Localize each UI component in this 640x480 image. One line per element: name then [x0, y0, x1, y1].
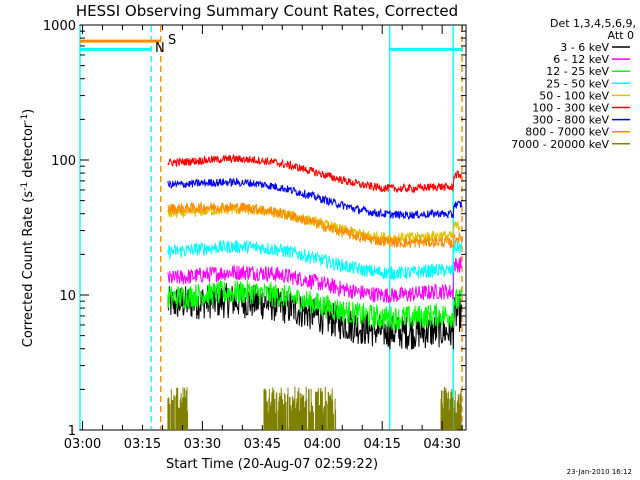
- x-tick-label: 04:00: [304, 437, 341, 452]
- legend-label: 12 - 25 keV: [546, 65, 609, 78]
- saa-annotation: S: [168, 33, 176, 48]
- series-line: [167, 203, 462, 244]
- legend-header-2: Att 0: [608, 29, 634, 42]
- series-line: [167, 201, 463, 249]
- vertical-markers: [79, 26, 463, 429]
- flag-bars: [80, 39, 463, 51]
- x-axis: 03:00 03:15 03:30 03:45 04:00 04:15 04:30: [64, 25, 463, 452]
- y-tick-label: 10: [59, 289, 76, 304]
- plot-frame: [79, 24, 467, 431]
- y-axis-label: Corrected Count Rate (s-1 detector-1): [20, 109, 36, 347]
- y-axis: 1 10 100 1000: [43, 19, 466, 439]
- x-tick-label: 03:45: [244, 437, 281, 452]
- chart-title: HESSI Observing Summary Count Rates, Cor…: [76, 2, 458, 20]
- series-line: [167, 386, 462, 430]
- y-tick-label: 100: [51, 154, 76, 169]
- legend-label: 300 - 800 keV: [532, 114, 609, 127]
- legend-label: 50 - 100 keV: [539, 89, 609, 102]
- legend-label: 6 - 12 keV: [553, 53, 609, 66]
- legend-label: 800 - 7000 keV: [525, 126, 609, 139]
- legend-label: 7000 - 20000 keV: [511, 138, 609, 151]
- timestamp: 23-Jan-2010 16:12: [567, 468, 632, 476]
- x-tick-label: 03:00: [64, 437, 101, 452]
- legend-label: 25 - 50 keV: [546, 77, 609, 90]
- legend-header-1: Det 1,3,4,5,6,9,: [550, 17, 636, 30]
- legend-label: 100 - 300 keV: [532, 102, 609, 115]
- night-annotation: N: [155, 41, 165, 56]
- series-line: [167, 177, 463, 221]
- y-tick-label: 1: [68, 424, 76, 439]
- series-line: [167, 239, 463, 282]
- x-tick-label: 04:15: [363, 437, 400, 452]
- x-tick-label: 04:30: [423, 437, 460, 452]
- x-axis-label: Start Time (20-Aug-07 02:59:22): [166, 457, 378, 472]
- series-group: [167, 153, 463, 430]
- x-tick-label: 03:30: [184, 437, 221, 452]
- series-line: [167, 153, 462, 194]
- series-line: [167, 279, 463, 331]
- series-line: [167, 256, 463, 304]
- x-tick-label: 03:15: [124, 437, 161, 452]
- y-tick-label: 1000: [43, 19, 76, 34]
- legend-label: 3 - 6 keV: [560, 41, 609, 54]
